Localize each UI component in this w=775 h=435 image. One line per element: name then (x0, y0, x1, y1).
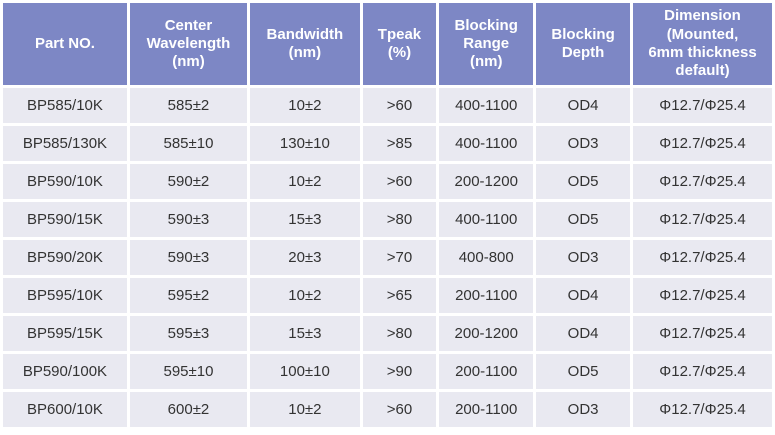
table-cell: OD5 (536, 164, 631, 199)
table-cell: 200-1200 (439, 164, 534, 199)
table-cell: Φ12.7/Φ25.4 (633, 88, 772, 123)
table-row: BP595/10K 595±2 10±2 >65 200-1100 OD4 Φ12.7/Φ2… (3, 278, 772, 313)
table-cell: BP585/10K (3, 88, 127, 123)
column-header-center: Center Wavelength (nm) (129, 3, 248, 85)
table-row: BP595/15K 595±3 15±3 >80 200-1200 OD4 Φ12.7/Φ2… (3, 316, 772, 351)
table-cell: >80 (362, 316, 437, 351)
table-row: BP585/130K 585±10 130±10 >85 400-1100 OD3 Φ12.… (3, 126, 772, 161)
table-cell: >85 (362, 126, 437, 161)
table-cell: 590±2 (129, 164, 248, 199)
table-cell: BP585/130K (3, 126, 127, 161)
table-cell: OD3 (536, 392, 631, 427)
table-cell: OD4 (536, 278, 631, 313)
table-cell: 200-1100 (439, 278, 534, 313)
table-cell: 200-1100 (439, 354, 534, 389)
table-cell: Φ12.7/Φ25.4 (633, 354, 772, 389)
table-cell: >60 (362, 88, 437, 123)
table-cell: Φ12.7/Φ25.4 (633, 164, 772, 199)
table-cell: 10±2 (250, 278, 360, 313)
table-cell: BP590/15K (3, 202, 127, 237)
header-row: Part NO. Center Wavelength (nm) Bandwidth … (3, 3, 772, 85)
table-cell: 400-1100 (439, 202, 534, 237)
column-header-dimension: Dimension (Mounted, 6mm thickness defaul… (633, 3, 772, 85)
table-cell: OD5 (536, 202, 631, 237)
table-cell: BP590/10K (3, 164, 127, 199)
table-cell: >65 (362, 278, 437, 313)
table-cell: 15±3 (250, 202, 360, 237)
table-cell: BP590/100K (3, 354, 127, 389)
table-cell: Φ12.7/Φ25.4 (633, 240, 772, 275)
table-cell: 400-1100 (439, 126, 534, 161)
table-cell: 585±2 (129, 88, 248, 123)
table-cell: >60 (362, 392, 437, 427)
table-cell: 10±2 (250, 392, 360, 427)
table-cell: Φ12.7/Φ25.4 (633, 392, 772, 427)
table-cell: >60 (362, 164, 437, 199)
column-header-blocking: Blocking Depth (536, 3, 631, 85)
table-cell: 400-800 (439, 240, 534, 275)
table-cell: Φ12.7/Φ25.4 (633, 278, 772, 313)
table-cell: 590±3 (129, 202, 248, 237)
table-cell: 595±3 (129, 316, 248, 351)
table-cell: 20±3 (250, 240, 360, 275)
table-cell: 585±10 (129, 126, 248, 161)
table-cell: BP595/10K (3, 278, 127, 313)
table-cell: 15±3 (250, 316, 360, 351)
table-row: BP585/10K 585±2 10±2 >60 400-1100 OD4 Φ12.7/Φ2… (3, 88, 772, 123)
table-cell: 595±10 (129, 354, 248, 389)
column-header-tpeak: Tpeak (%) (362, 3, 437, 85)
table-cell: OD4 (536, 316, 631, 351)
table-cell: 600±2 (129, 392, 248, 427)
table-cell: 130±10 (250, 126, 360, 161)
table-cell: BP590/20K (3, 240, 127, 275)
table-cell: Φ12.7/Φ25.4 (633, 126, 772, 161)
table-row: BP600/10K 600±2 10±2 >60 200-1100 OD3 Φ12.7/Φ2… (3, 392, 772, 427)
table-row: BP590/100K 595±10 100±10 >90 200-1100 OD5 Φ12.… (3, 354, 772, 389)
column-header-bandwidth: Bandwidth (nm) (250, 3, 360, 85)
table-cell: 200-1100 (439, 392, 534, 427)
table-cell: 100±10 (250, 354, 360, 389)
table-cell: 595±2 (129, 278, 248, 313)
table-row: BP590/15K 590±3 15±3 >80 400-1100 OD5 Φ12.7/Φ2… (3, 202, 772, 237)
table-cell: 200-1200 (439, 316, 534, 351)
table-cell: BP600/10K (3, 392, 127, 427)
table-cell: 10±2 (250, 164, 360, 199)
table-cell: OD5 (536, 354, 631, 389)
table-cell: >90 (362, 354, 437, 389)
table-row: BP590/20K 590±3 20±3 >70 400-800 OD3 Φ12.7/Φ25… (3, 240, 772, 275)
column-header-blocking: Blocking Range (nm) (439, 3, 534, 85)
table-cell: OD3 (536, 240, 631, 275)
table-cell: 590±3 (129, 240, 248, 275)
table-cell: >70 (362, 240, 437, 275)
column-header-part-no: Part NO. (3, 3, 127, 85)
table-cell: OD4 (536, 88, 631, 123)
table-cell: BP595/15K (3, 316, 127, 351)
table-cell: 10±2 (250, 88, 360, 123)
table-cell: 400-1100 (439, 88, 534, 123)
table-cell: Φ12.7/Φ25.4 (633, 202, 772, 237)
table-cell: OD3 (536, 126, 631, 161)
table-cell: Φ12.7/Φ25.4 (633, 316, 772, 351)
table-row: BP590/10K 590±2 10±2 >60 200-1200 OD5 Φ12.7/Φ2… (3, 164, 772, 199)
table-cell: >80 (362, 202, 437, 237)
